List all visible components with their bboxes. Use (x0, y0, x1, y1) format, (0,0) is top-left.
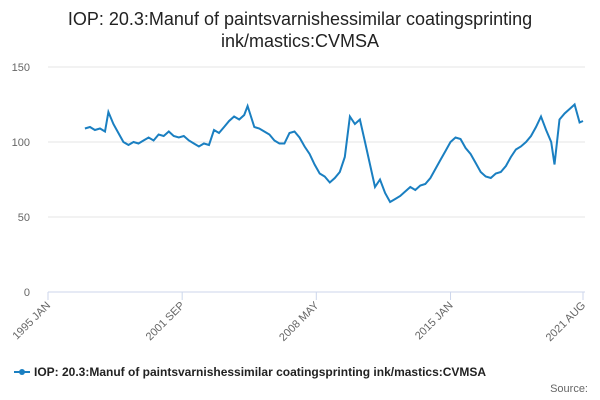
legend-marker (19, 369, 25, 375)
x-tick-label: 2021 AUG (544, 300, 588, 344)
y-tick-label: 100 (12, 137, 30, 149)
x-tick-label: 1995 JAN (10, 300, 53, 343)
data-line (84, 102, 584, 204)
y-tick-label: 0 (24, 287, 30, 299)
x-tick-label: 2008 MAY (277, 299, 322, 344)
y-tick-label: 150 (12, 62, 30, 74)
chart-title: IOP: 20.3:Manuf of paintsvarnishessimila… (67, 9, 533, 51)
y-tick-label: 50 (18, 212, 30, 224)
x-tick-label: 2001 SEP (144, 300, 188, 344)
x-tick-label: 2015 JAN (413, 300, 456, 343)
source: Source: (550, 383, 588, 395)
legend-label: IOP: 20.3:Manuf of paintsvarnishessimila… (34, 365, 486, 379)
